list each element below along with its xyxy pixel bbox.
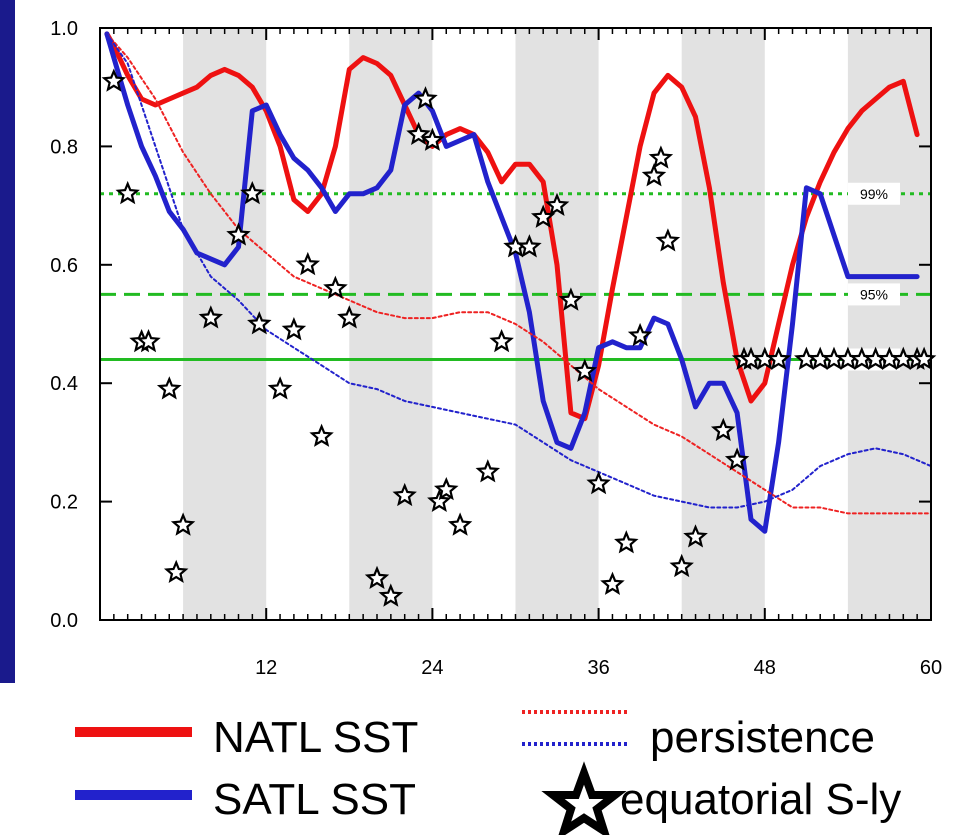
star-marker — [364, 565, 390, 590]
threshold-label: 95% — [860, 286, 888, 302]
star-marker — [544, 192, 570, 217]
legend-equatorial-label: equatorial S-ly — [620, 775, 902, 824]
star-marker — [669, 553, 694, 578]
threshold-label: 99% — [860, 186, 888, 202]
persistence-blue-line — [105, 32, 932, 509]
star-marker — [378, 583, 404, 607]
legend-panel: NATL SST SATL SST persistence equatorial… — [0, 683, 960, 835]
natl-sst-line — [104, 31, 920, 422]
star-marker — [170, 512, 196, 536]
star-marker — [517, 234, 542, 258]
threshold-label-bg — [848, 182, 900, 205]
star-marker — [641, 163, 667, 187]
star-marker — [295, 251, 321, 276]
y-tick-label: 1.0 — [50, 18, 78, 40]
legend-star-icon — [541, 761, 627, 835]
legend-satl-label: SATL SST — [213, 775, 416, 824]
y-tick-label: 0.2 — [50, 492, 78, 514]
star-marker — [156, 376, 182, 400]
star-marker — [309, 423, 334, 447]
star-marker — [627, 322, 653, 347]
shaded-band — [349, 28, 433, 620]
star-marker — [600, 571, 625, 595]
star-marker — [427, 488, 452, 513]
shaded-band — [847, 28, 931, 620]
star-marker — [586, 470, 611, 495]
star-marker — [420, 127, 445, 151]
star-marker — [406, 121, 431, 146]
star-marker — [710, 417, 736, 442]
star-marker — [101, 68, 127, 92]
star-marker — [163, 559, 189, 584]
star-marker — [247, 311, 272, 335]
star-marker — [226, 222, 251, 246]
star-marker — [475, 459, 501, 483]
star-marker — [648, 145, 674, 169]
x-tick-label: 12 — [255, 657, 277, 679]
star-marker — [766, 346, 791, 370]
x-tick-label: 24 — [421, 657, 443, 679]
star-marker — [267, 376, 293, 400]
star-marker — [115, 180, 140, 205]
star-marker — [614, 530, 639, 554]
x-tick-label: 48 — [754, 657, 776, 679]
star-marker — [198, 305, 223, 329]
star-marker — [655, 228, 681, 252]
star-marker — [240, 180, 265, 205]
star-marker — [683, 524, 708, 548]
star-marker — [281, 316, 307, 341]
star-marker — [323, 275, 348, 299]
star-marker — [433, 476, 459, 501]
star-marker — [392, 482, 417, 507]
y-tick-label: 0.0 — [50, 610, 78, 632]
star-marker — [136, 328, 161, 353]
y-tick-label: 0.4 — [50, 373, 78, 395]
x-tick-label: 36 — [587, 657, 609, 679]
star-marker — [413, 86, 438, 110]
star-marker — [572, 358, 598, 382]
star-marker — [724, 447, 750, 471]
satl-sst-line — [104, 31, 920, 534]
x-tick-label: 60 — [920, 657, 942, 679]
legend-swatches — [75, 710, 628, 835]
star-marker — [489, 328, 514, 353]
y-tick-label: 0.6 — [50, 255, 78, 277]
threshold-label-bg — [848, 283, 900, 306]
legend-persistence-label: persistence — [650, 713, 876, 762]
shaded-band — [515, 28, 599, 620]
y-tick-label: 0.8 — [50, 136, 78, 158]
star-marker — [337, 305, 362, 329]
star-marker — [447, 512, 473, 536]
star-marker — [558, 287, 584, 311]
legend-natl-label: NATL SST — [213, 713, 419, 762]
